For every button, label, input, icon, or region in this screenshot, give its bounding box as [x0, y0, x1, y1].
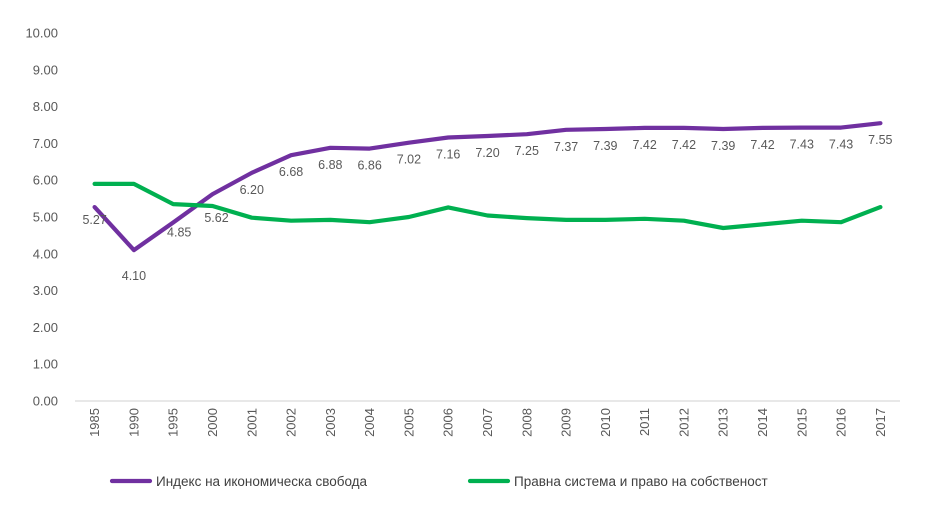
series-line-2: [92, 181, 883, 231]
data-label: 7.43: [790, 138, 814, 152]
data-labels: 5.27 4.10 4.85 5.62 6.20 6.68 6.88 6.86 7.02 7.16…: [82, 133, 892, 283]
data-label: 7.39: [711, 139, 735, 153]
x-tick-label: 2017: [873, 408, 888, 437]
y-tick-label: 7.00: [33, 136, 58, 151]
x-tick-label: 2002: [284, 408, 299, 437]
data-label: 7.16: [436, 148, 460, 162]
data-label: 6.68: [279, 165, 303, 179]
series-line-1: [92, 121, 883, 253]
y-tick-label: 10.00: [25, 26, 58, 41]
data-label: 7.55: [868, 133, 892, 147]
data-label: 7.42: [750, 138, 774, 152]
y-tick-label: 6.00: [33, 173, 58, 188]
x-tick-label: 2014: [755, 408, 770, 437]
x-tick-label: 1985: [87, 408, 102, 437]
y-tick-label: 2.00: [33, 320, 58, 335]
data-label: 7.43: [829, 138, 853, 152]
data-label: 6.20: [240, 183, 264, 197]
y-tick-label: 5.00: [33, 210, 58, 225]
x-tick-label: 2008: [519, 408, 534, 437]
x-tick-label: 2004: [362, 408, 377, 437]
data-label: 7.20: [475, 146, 499, 160]
y-tick-label: 1.00: [33, 357, 58, 372]
x-tick-label: 2010: [598, 408, 613, 437]
data-label: 7.39: [593, 139, 617, 153]
x-tick-label: 2015: [794, 408, 809, 437]
x-tick-label: 2006: [441, 408, 456, 437]
y-tick-label: 9.00: [33, 62, 58, 77]
data-label: 7.25: [515, 144, 539, 158]
data-label: 7.42: [632, 138, 656, 152]
data-label: 5.27: [82, 213, 106, 227]
data-label: 5.62: [204, 211, 228, 225]
x-tick-label: 1990: [126, 408, 141, 437]
series-lines: [92, 121, 883, 253]
legend: Индекс на икономическа свобода Правна сис…: [109, 474, 768, 489]
x-tick-label: 2005: [401, 408, 416, 437]
legend-label: Индекс на икономическа свобода: [156, 474, 368, 489]
data-label: 6.88: [318, 158, 342, 172]
legend-label: Правна система и право на собственост: [514, 474, 768, 489]
data-label: 7.37: [554, 140, 578, 154]
y-tick-label: 3.00: [33, 283, 58, 298]
x-axis: 1985 1990 1995 2000 2001 2002 2003 2004 2005 2006…: [87, 408, 888, 437]
x-tick-label: 2012: [676, 408, 691, 437]
x-tick-label: 2001: [244, 408, 259, 437]
y-tick-label: 8.00: [33, 99, 58, 114]
x-tick-label: 1995: [166, 408, 181, 437]
x-tick-label: 2000: [205, 408, 220, 437]
data-label: 6.86: [357, 159, 381, 173]
data-label: 4.85: [167, 226, 191, 240]
data-label: 7.42: [672, 138, 696, 152]
data-label: 4.10: [122, 269, 146, 283]
data-label: 7.02: [397, 153, 421, 167]
x-tick-label: 2011: [637, 408, 652, 436]
x-tick-label: 2003: [323, 408, 338, 437]
y-tick-label: 0.00: [33, 394, 58, 409]
x-tick-label: 2009: [559, 408, 574, 437]
x-tick-label: 2007: [480, 408, 495, 437]
x-tick-label: 2013: [716, 408, 731, 437]
x-tick-label: 2016: [834, 408, 849, 437]
y-tick-label: 4.00: [33, 246, 58, 261]
y-axis: 0.00 1.00 2.00 3.00 4.00 5.00 6.00 7.00 8.00 9.00…: [25, 26, 58, 409]
